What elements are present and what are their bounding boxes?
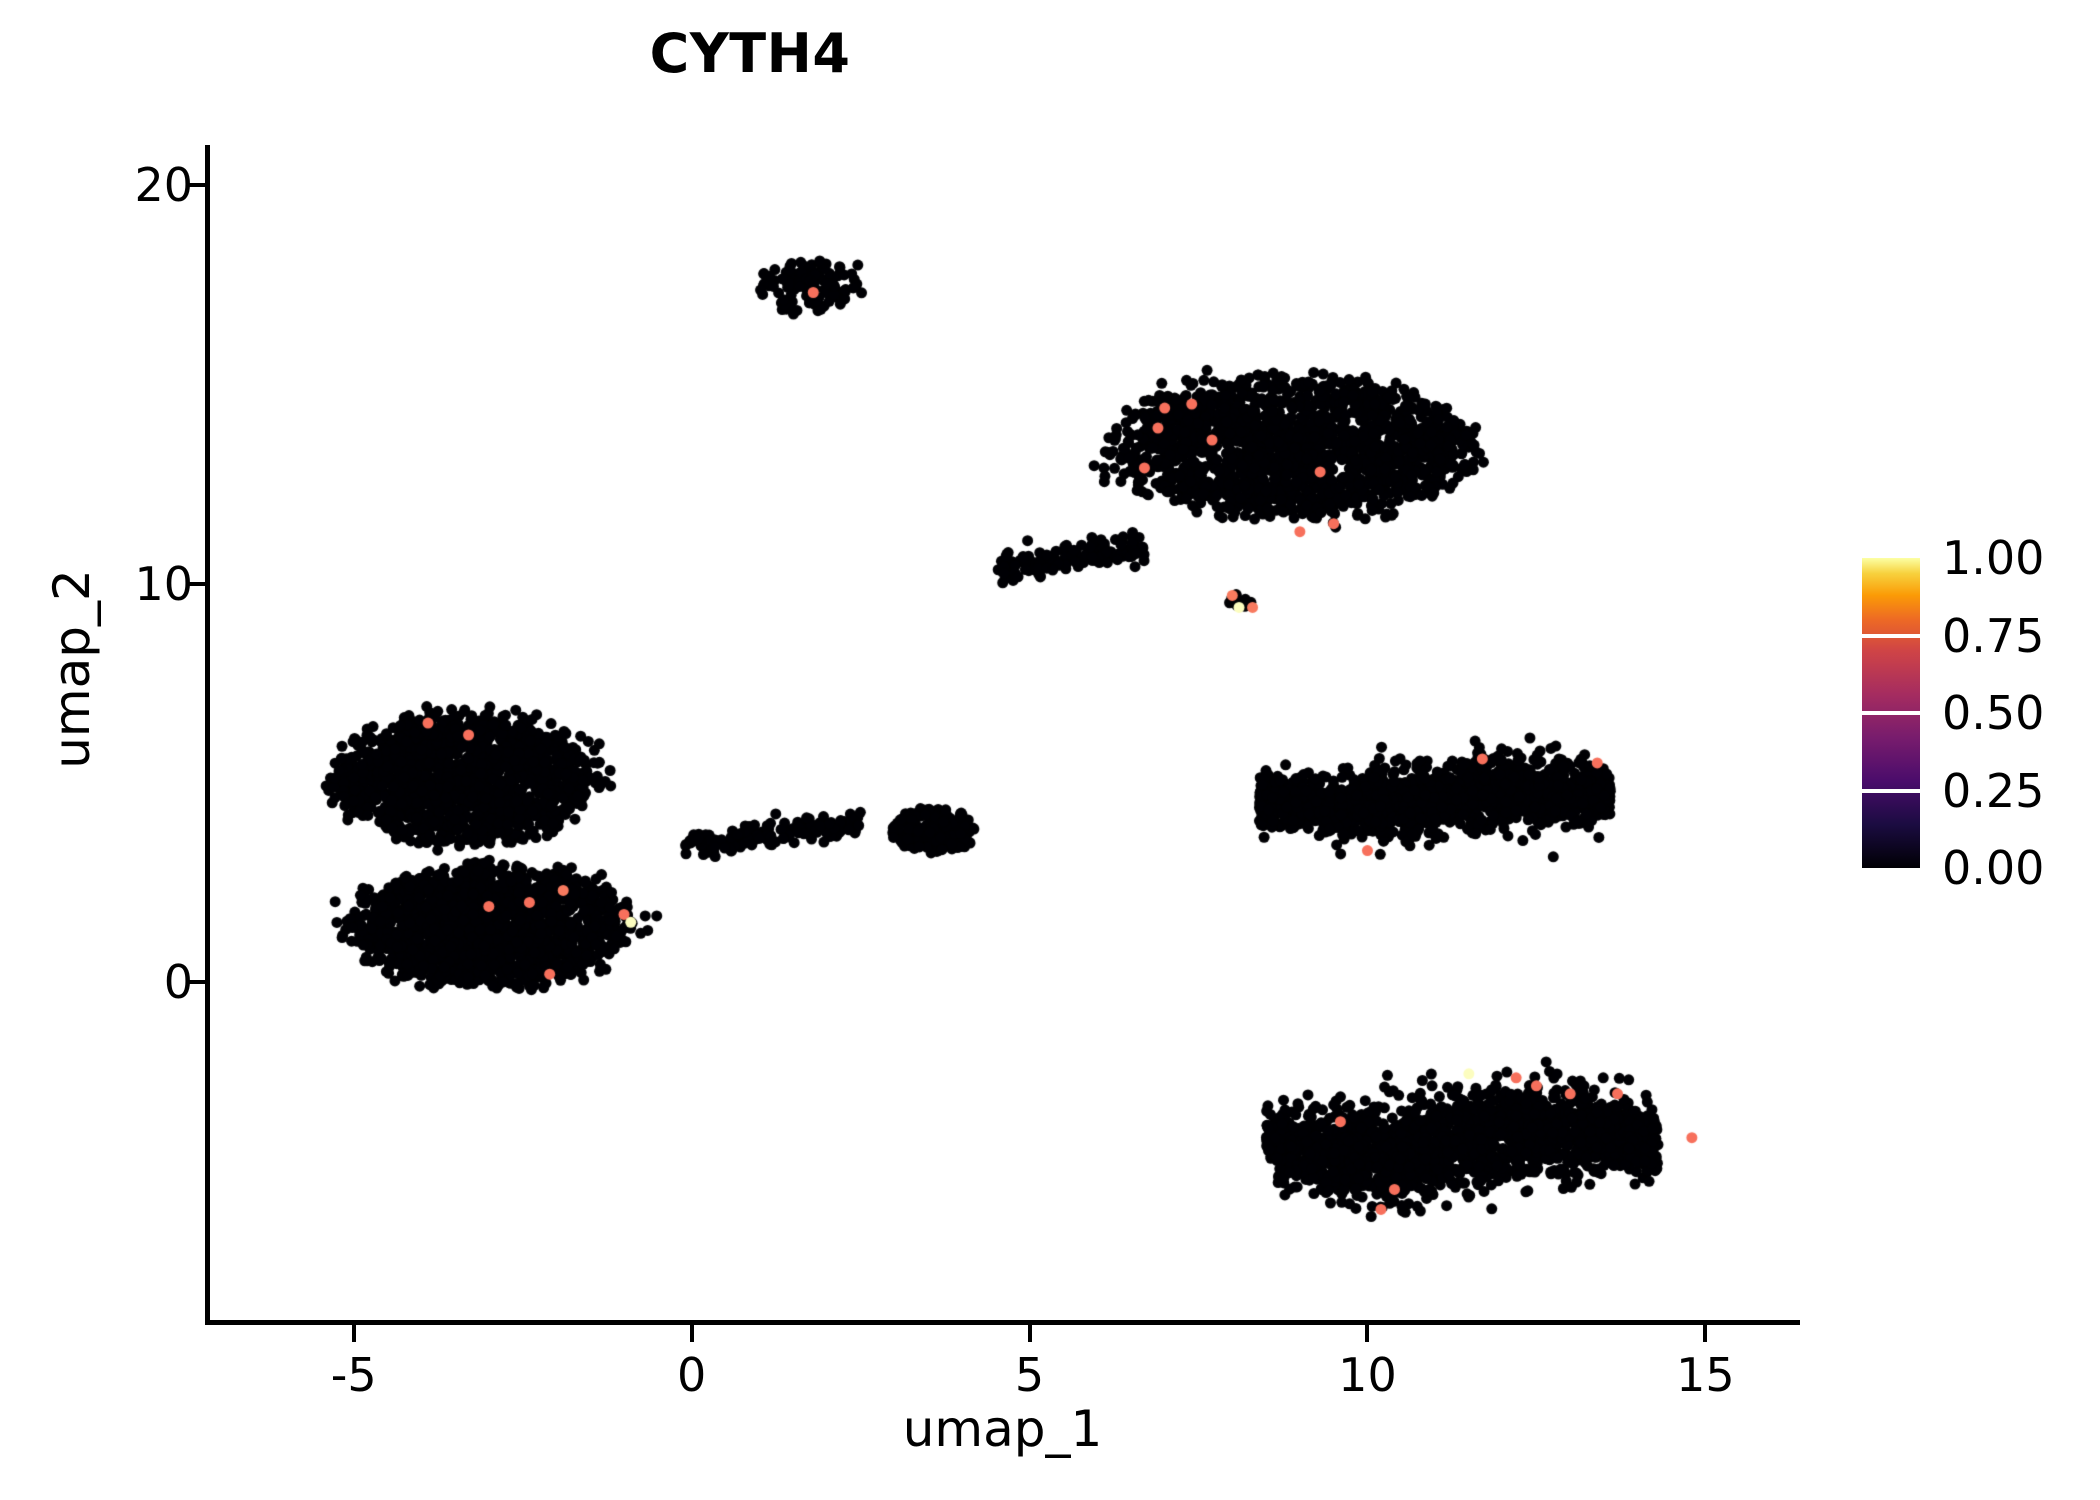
plot-axes: 20 10 0 -5 0 5 10 15 <box>134 145 1800 1402</box>
colorbar-tick-label: 1.00 <box>1942 531 2045 585</box>
colorbar-tick-label: 0.25 <box>1942 763 2045 818</box>
x-tick-mark <box>1365 1325 1370 1342</box>
y-tick-label: 20 <box>134 157 193 212</box>
page-title: CYTH4 <box>649 22 851 85</box>
y-tick-label: 10 <box>134 556 193 611</box>
x-tick-mark <box>689 1325 694 1342</box>
x-tick-label: 5 <box>1014 1348 1045 1402</box>
y-axis-label: umap_2 <box>43 569 101 769</box>
colorbar-tick-label: 0.00 <box>1942 841 2045 895</box>
colorbar-tick-label: 0.75 <box>1942 608 2045 663</box>
y-tick-label: 0 <box>163 955 193 1010</box>
x-tick-mark <box>1703 1325 1708 1342</box>
y-tick-mark <box>188 980 205 985</box>
x-tick-label: 15 <box>1676 1348 1735 1402</box>
y-axis-spine <box>205 145 210 1325</box>
x-tick-label: 0 <box>676 1348 707 1402</box>
colorbar-tick-mark <box>1862 711 1920 715</box>
x-tick-label: 10 <box>1338 1348 1397 1402</box>
x-tick-mark <box>1027 1325 1032 1342</box>
scatter-plot-canvas <box>205 145 1800 1325</box>
y-tick-mark <box>188 182 205 187</box>
colorbar: 1.00 0.75 0.50 0.25 0.00 <box>1862 531 2092 895</box>
colorbar-tick-mark <box>1862 788 1920 793</box>
x-axis-label: umap_1 <box>902 1400 1103 1458</box>
x-axis-spine <box>205 1320 1800 1325</box>
x-tick-mark <box>351 1325 356 1342</box>
y-tick-mark <box>188 581 205 586</box>
colorbar-tick-label: 0.50 <box>1942 686 2045 740</box>
x-tick-label: -5 <box>330 1348 377 1402</box>
colorbar-tick-mark <box>1862 633 1920 638</box>
